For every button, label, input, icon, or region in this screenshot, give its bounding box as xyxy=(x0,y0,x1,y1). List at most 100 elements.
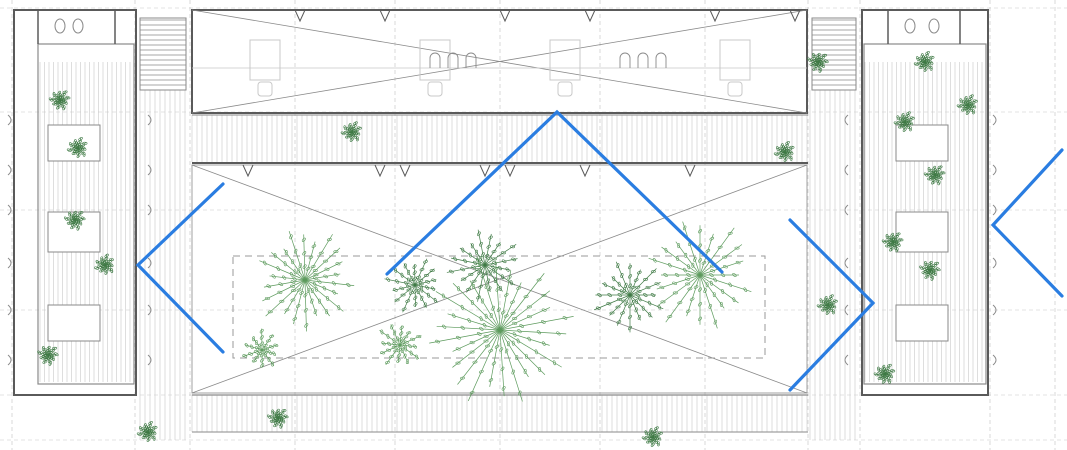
plant-leaf xyxy=(512,321,518,325)
plant-leaf xyxy=(467,318,471,323)
plant-leaf xyxy=(698,302,702,307)
plant-leaf xyxy=(536,278,542,282)
plant-leaf xyxy=(353,121,358,125)
plant-leaf xyxy=(684,252,688,258)
plant-stem xyxy=(699,274,718,329)
plant-leaf xyxy=(405,359,409,365)
plant-leaf xyxy=(343,125,347,131)
plant-leaf xyxy=(617,281,621,287)
plant-leaf xyxy=(611,285,616,291)
plant-leaf xyxy=(393,330,397,336)
plant-leaf xyxy=(810,58,814,63)
plant-leaf xyxy=(909,116,915,120)
plant-leaf xyxy=(290,284,295,288)
plant-leaf xyxy=(76,213,82,217)
plant-leaf xyxy=(515,355,519,361)
plant-leaf xyxy=(929,55,935,59)
plant-leaf xyxy=(895,247,899,253)
plant-leaf xyxy=(259,335,264,340)
plant-leaf xyxy=(423,260,428,264)
side-arch xyxy=(7,204,12,216)
plant-leaf xyxy=(259,341,264,346)
courtyard-planting xyxy=(242,328,279,368)
plant-leaf xyxy=(395,336,399,342)
plant-leaf xyxy=(824,295,828,301)
plant-leaf xyxy=(512,332,517,337)
plant-leaf xyxy=(789,155,793,161)
plant-leaf xyxy=(406,331,412,335)
plant-leaf xyxy=(257,343,261,349)
plant-leaf xyxy=(778,155,784,159)
plant-leaf xyxy=(635,299,639,305)
plant-leaf xyxy=(412,276,417,282)
plant-stem xyxy=(682,221,701,276)
plant-leaf xyxy=(403,335,409,339)
plant-leaf xyxy=(100,267,106,271)
potted-plant xyxy=(881,232,904,253)
potted-plant xyxy=(641,426,663,447)
plant-stem xyxy=(304,234,333,281)
side-arch xyxy=(992,257,997,269)
plant-stem xyxy=(392,284,416,292)
plant-leaf xyxy=(332,289,336,295)
chair xyxy=(557,81,573,97)
plant-leaf xyxy=(630,285,636,290)
plant-leaf xyxy=(821,308,827,312)
plant-leaf xyxy=(289,272,294,277)
plant-leaf xyxy=(297,268,301,274)
plant-leaf xyxy=(279,411,285,415)
plant-leaf xyxy=(641,436,647,441)
plant-leaf xyxy=(345,135,351,139)
plant-leaf xyxy=(734,246,740,250)
plant-leaf xyxy=(503,314,509,318)
plant-leaf xyxy=(934,261,940,265)
plant-leaf xyxy=(273,253,277,259)
plant-leaf xyxy=(303,292,308,298)
plant-leaf xyxy=(282,275,287,280)
plant-leaf xyxy=(703,288,707,294)
plant-leaf xyxy=(901,112,905,118)
plant-leaf xyxy=(635,293,640,297)
plant-leaf xyxy=(816,52,821,58)
plant-leaf xyxy=(722,255,728,259)
chair xyxy=(619,52,631,68)
plant-leaf xyxy=(95,259,100,265)
plant-leaf xyxy=(72,150,78,154)
plant-leaf xyxy=(923,270,929,274)
plant-leaf xyxy=(811,52,815,58)
plant-leaf xyxy=(70,225,75,230)
plant-leaf xyxy=(400,293,406,297)
table xyxy=(895,304,949,342)
plant-leaf xyxy=(556,331,561,336)
plant-leaf xyxy=(652,429,658,433)
plant-leaf xyxy=(64,100,68,105)
plant-leaf xyxy=(500,366,505,372)
plant-leaf xyxy=(647,300,652,306)
door-swing xyxy=(504,164,516,178)
plant-leaf xyxy=(488,270,492,276)
plant-leaf xyxy=(505,267,510,272)
plant-leaf xyxy=(876,372,882,377)
planting-layer xyxy=(37,51,978,447)
plant-leaf xyxy=(283,261,287,267)
plant-leaf xyxy=(906,111,911,115)
desk xyxy=(249,39,281,81)
plant-leaf xyxy=(322,285,327,291)
plant-leaf xyxy=(873,372,879,377)
plant-leaf xyxy=(412,264,417,269)
plant-leaf xyxy=(893,121,899,126)
plant-leaf xyxy=(657,431,663,435)
plant-leaf xyxy=(283,414,289,419)
plant-leaf xyxy=(469,390,475,395)
plant-leaf xyxy=(333,272,339,277)
plant-leaf xyxy=(404,346,408,352)
plant-leaf xyxy=(423,274,429,277)
plant-leaf xyxy=(929,273,934,278)
plant-leaf xyxy=(916,61,922,66)
plant-leaf xyxy=(103,256,109,261)
plant-leaf xyxy=(667,315,673,319)
plant-leaf xyxy=(717,245,723,249)
plant-leaf xyxy=(607,293,612,297)
plant-leaf xyxy=(490,264,495,269)
plant-leaf xyxy=(932,165,936,171)
